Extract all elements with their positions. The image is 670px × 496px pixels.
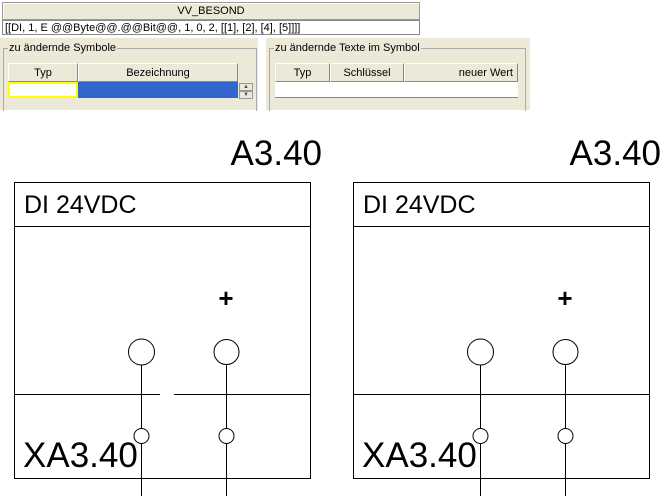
col-header-schluessel[interactable]: Schlüssel <box>330 63 404 82</box>
typ-cell-input[interactable] <box>8 82 78 98</box>
connection-circle <box>467 338 494 366</box>
plus-sign: + <box>557 283 572 313</box>
terminal-label: XA3.40 <box>23 436 138 475</box>
terminal-label: XA3.40 <box>362 436 477 475</box>
device-ref: A3.40 <box>231 134 322 173</box>
connection-circle <box>128 338 155 366</box>
col-header-bezeichnung[interactable]: Bezeichnung <box>78 63 238 82</box>
terminal-circle <box>218 428 235 444</box>
connection-circle <box>552 339 579 365</box>
bezeichnung-cell-selected[interactable] <box>78 82 238 98</box>
col-header-typ[interactable]: Typ <box>8 63 78 82</box>
terminal-circle <box>557 428 574 444</box>
module-label: DI 24VDC <box>24 191 137 219</box>
symbol-right <box>353 182 650 496</box>
formula-field[interactable]: [[DI, 1, E @@Byte@@.@@Bit@@, 1, 0, 2, [[… <box>2 20 420 35</box>
dialog-title: VV_BESOND <box>2 2 420 20</box>
plus-sign: + <box>218 283 233 313</box>
texts-row[interactable] <box>275 82 518 98</box>
module-label: DI 24VDC <box>363 191 476 219</box>
texts-groupbox: zu ändernde Texte im Symbol Typ Schlüsse… <box>269 42 526 111</box>
scroll-down-button[interactable]: ▼ <box>239 91 253 99</box>
col-header-neuer-wert[interactable]: neuer Wert <box>404 63 518 82</box>
symbols-panel: zu ändernde Symbole Typ Bezeichnung ▲ ▼ <box>0 38 258 111</box>
texts-panel: zu ändernde Texte im Symbol Typ Schlüsse… <box>266 38 530 111</box>
symbols-groupbox: zu ändernde Symbole Typ Bezeichnung ▲ ▼ <box>3 42 257 111</box>
module-box <box>353 182 650 479</box>
texts-group-label: zu ändernde Texte im Symbol <box>274 42 421 54</box>
col-header-typ2[interactable]: Typ <box>275 63 330 82</box>
symbols-group-label: zu ändernde Symbole <box>8 42 118 54</box>
connection-circle <box>213 339 240 365</box>
scroll-up-button[interactable]: ▲ <box>239 83 253 91</box>
device-ref: A3.40 <box>570 134 661 173</box>
module-box <box>14 182 311 479</box>
symbol-left <box>14 182 311 496</box>
